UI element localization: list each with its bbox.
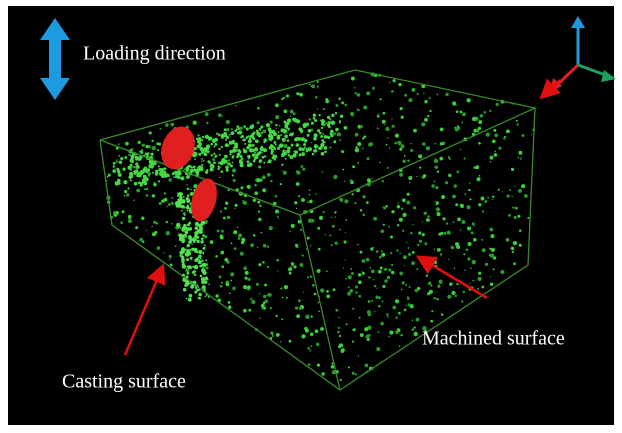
page: Loading direction Machined surface Casti… (0, 0, 622, 433)
casting-label: Casting surface (62, 371, 186, 393)
background (8, 6, 614, 425)
loading-label: Loading direction (83, 43, 226, 65)
figure: Loading direction Machined surface Casti… (0, 0, 622, 433)
machined-label: Machined surface (422, 328, 565, 350)
